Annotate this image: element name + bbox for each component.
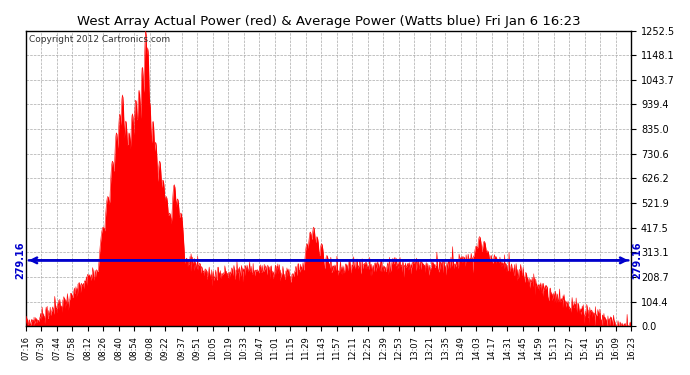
Text: Copyright 2012 Cartronics.com: Copyright 2012 Cartronics.com <box>29 35 170 44</box>
Title: West Array Actual Power (red) & Average Power (Watts blue) Fri Jan 6 16:23: West Array Actual Power (red) & Average … <box>77 15 580 28</box>
Text: 279.16: 279.16 <box>15 242 25 279</box>
Text: 279.16: 279.16 <box>632 242 642 279</box>
